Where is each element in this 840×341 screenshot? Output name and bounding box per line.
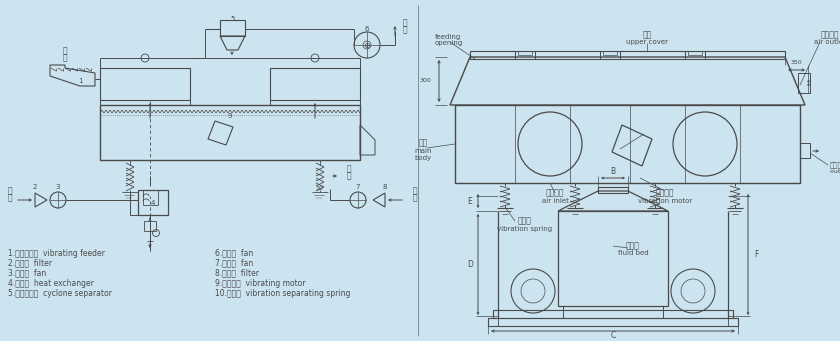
Bar <box>493 310 733 318</box>
Text: vibration spring: vibration spring <box>497 226 553 232</box>
Text: 10: 10 <box>315 187 323 192</box>
Text: 6.排风器  fan: 6.排风器 fan <box>215 249 253 257</box>
Bar <box>100 68 190 100</box>
Bar <box>558 211 668 306</box>
Text: 上盖: 上盖 <box>643 30 652 40</box>
Text: body: body <box>414 155 432 161</box>
Bar <box>100 105 360 160</box>
Bar <box>603 51 617 55</box>
Text: 9.振动电机  vibrating motor: 9.振动电机 vibrating motor <box>215 279 306 287</box>
Text: feeding: feeding <box>435 34 461 40</box>
Text: 7: 7 <box>356 184 360 190</box>
Text: 空气出口: 空气出口 <box>821 30 839 40</box>
Text: main: main <box>414 148 432 154</box>
Text: 4: 4 <box>151 200 155 206</box>
Text: 排: 排 <box>402 18 407 28</box>
Text: 8.过滤器  filter: 8.过滤器 filter <box>215 268 259 278</box>
Text: 350: 350 <box>790 60 802 65</box>
Bar <box>518 51 532 55</box>
Text: 流化床: 流化床 <box>626 241 640 251</box>
Text: 空: 空 <box>8 187 13 195</box>
Text: C: C <box>611 331 616 341</box>
Bar <box>798 73 810 93</box>
Text: 品: 品 <box>347 172 351 180</box>
Text: ↕: ↕ <box>805 78 811 88</box>
Text: B: B <box>611 167 616 177</box>
Text: 8: 8 <box>383 184 387 190</box>
Text: 气: 气 <box>8 193 13 203</box>
Bar <box>515 51 535 59</box>
Bar <box>455 105 800 183</box>
Bar <box>488 318 738 326</box>
Text: 干燥产品出口: 干燥产品出口 <box>830 162 840 168</box>
Text: 料: 料 <box>63 54 67 62</box>
Text: air inlet: air inlet <box>542 198 569 204</box>
Text: 1.振动给料器  vibrating feeder: 1.振动给料器 vibrating feeder <box>8 249 105 257</box>
Text: 3: 3 <box>55 184 60 190</box>
Text: F: F <box>753 250 759 259</box>
Text: 2.过滤器  filter: 2.过滤器 filter <box>8 258 52 267</box>
Text: 机体: 机体 <box>418 138 428 148</box>
Text: 6: 6 <box>365 26 370 32</box>
Text: 原: 原 <box>63 46 67 56</box>
Text: 制: 制 <box>347 164 351 174</box>
Text: 振动电机: 振动电机 <box>656 189 675 197</box>
Text: D: D <box>467 260 473 269</box>
Bar <box>488 318 498 326</box>
Text: 隔振簧: 隔振簧 <box>518 217 532 225</box>
Text: 1: 1 <box>78 78 82 84</box>
Text: 300: 300 <box>419 78 431 84</box>
Text: vibration motor: vibration motor <box>638 198 692 204</box>
Bar <box>470 51 785 59</box>
Text: 气: 气 <box>402 26 407 34</box>
Bar <box>598 187 628 193</box>
Bar <box>728 318 738 326</box>
Text: ⊕: ⊕ <box>364 41 370 49</box>
Text: 10.隔振货  vibration separating spring: 10.隔振货 vibration separating spring <box>215 288 350 297</box>
Text: 5.旋风除尘器  cyclone separator: 5.旋风除尘器 cyclone separator <box>8 288 112 297</box>
Bar <box>220 20 245 36</box>
Text: 7.给风器  fan: 7.给风器 fan <box>215 258 253 267</box>
Text: outlet of dry product: outlet of dry product <box>830 169 840 175</box>
Text: E: E <box>468 196 472 206</box>
Bar <box>688 51 702 55</box>
Bar <box>800 143 810 158</box>
Text: 2: 2 <box>33 184 37 190</box>
Text: air outlet: air outlet <box>814 39 840 45</box>
Text: 空气入口: 空气入口 <box>546 189 564 197</box>
Text: fluid bed: fluid bed <box>617 250 648 256</box>
Text: 空: 空 <box>412 187 417 195</box>
Text: 5: 5 <box>231 16 235 22</box>
Bar <box>270 68 360 100</box>
Bar <box>600 51 620 59</box>
Bar <box>685 51 705 59</box>
Text: 气: 气 <box>412 193 417 203</box>
Text: upper cover: upper cover <box>626 39 668 45</box>
Bar <box>144 221 156 231</box>
Text: 9: 9 <box>228 113 232 119</box>
Bar <box>138 190 168 215</box>
Text: opening: opening <box>435 40 463 46</box>
Text: 3.给风器  fan: 3.给风器 fan <box>8 268 46 278</box>
Text: 4.换热器  heat exchanger: 4.换热器 heat exchanger <box>8 279 94 287</box>
